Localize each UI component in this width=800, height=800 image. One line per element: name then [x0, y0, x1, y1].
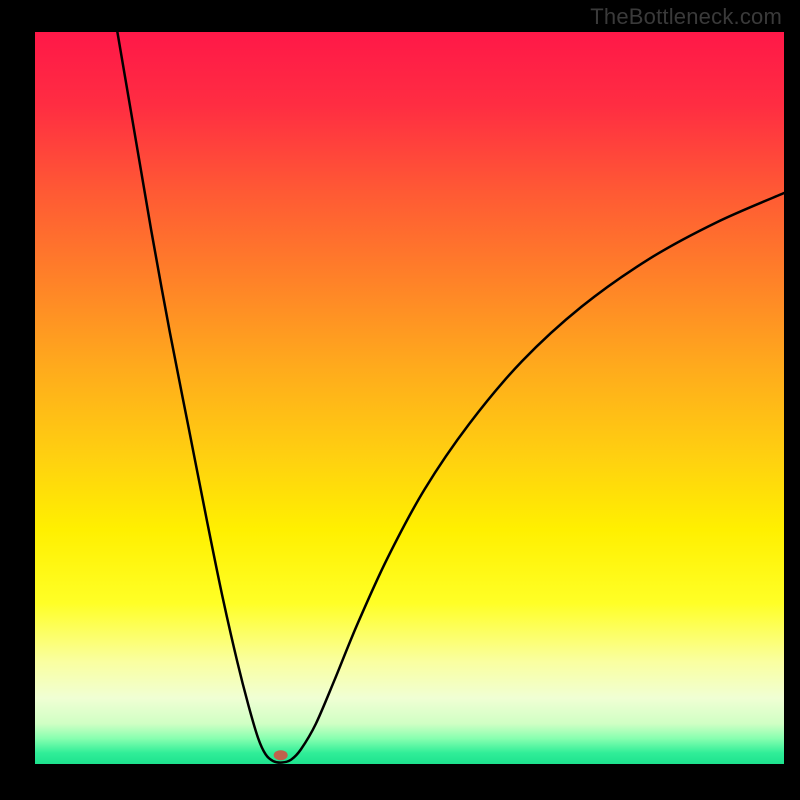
chart-frame: TheBottleneck.com — [0, 0, 800, 800]
optimal-point-marker — [274, 750, 288, 760]
plot-area — [35, 32, 784, 764]
chart-svg — [35, 32, 784, 764]
gradient-background — [35, 32, 784, 764]
watermark-text: TheBottleneck.com — [590, 4, 782, 30]
